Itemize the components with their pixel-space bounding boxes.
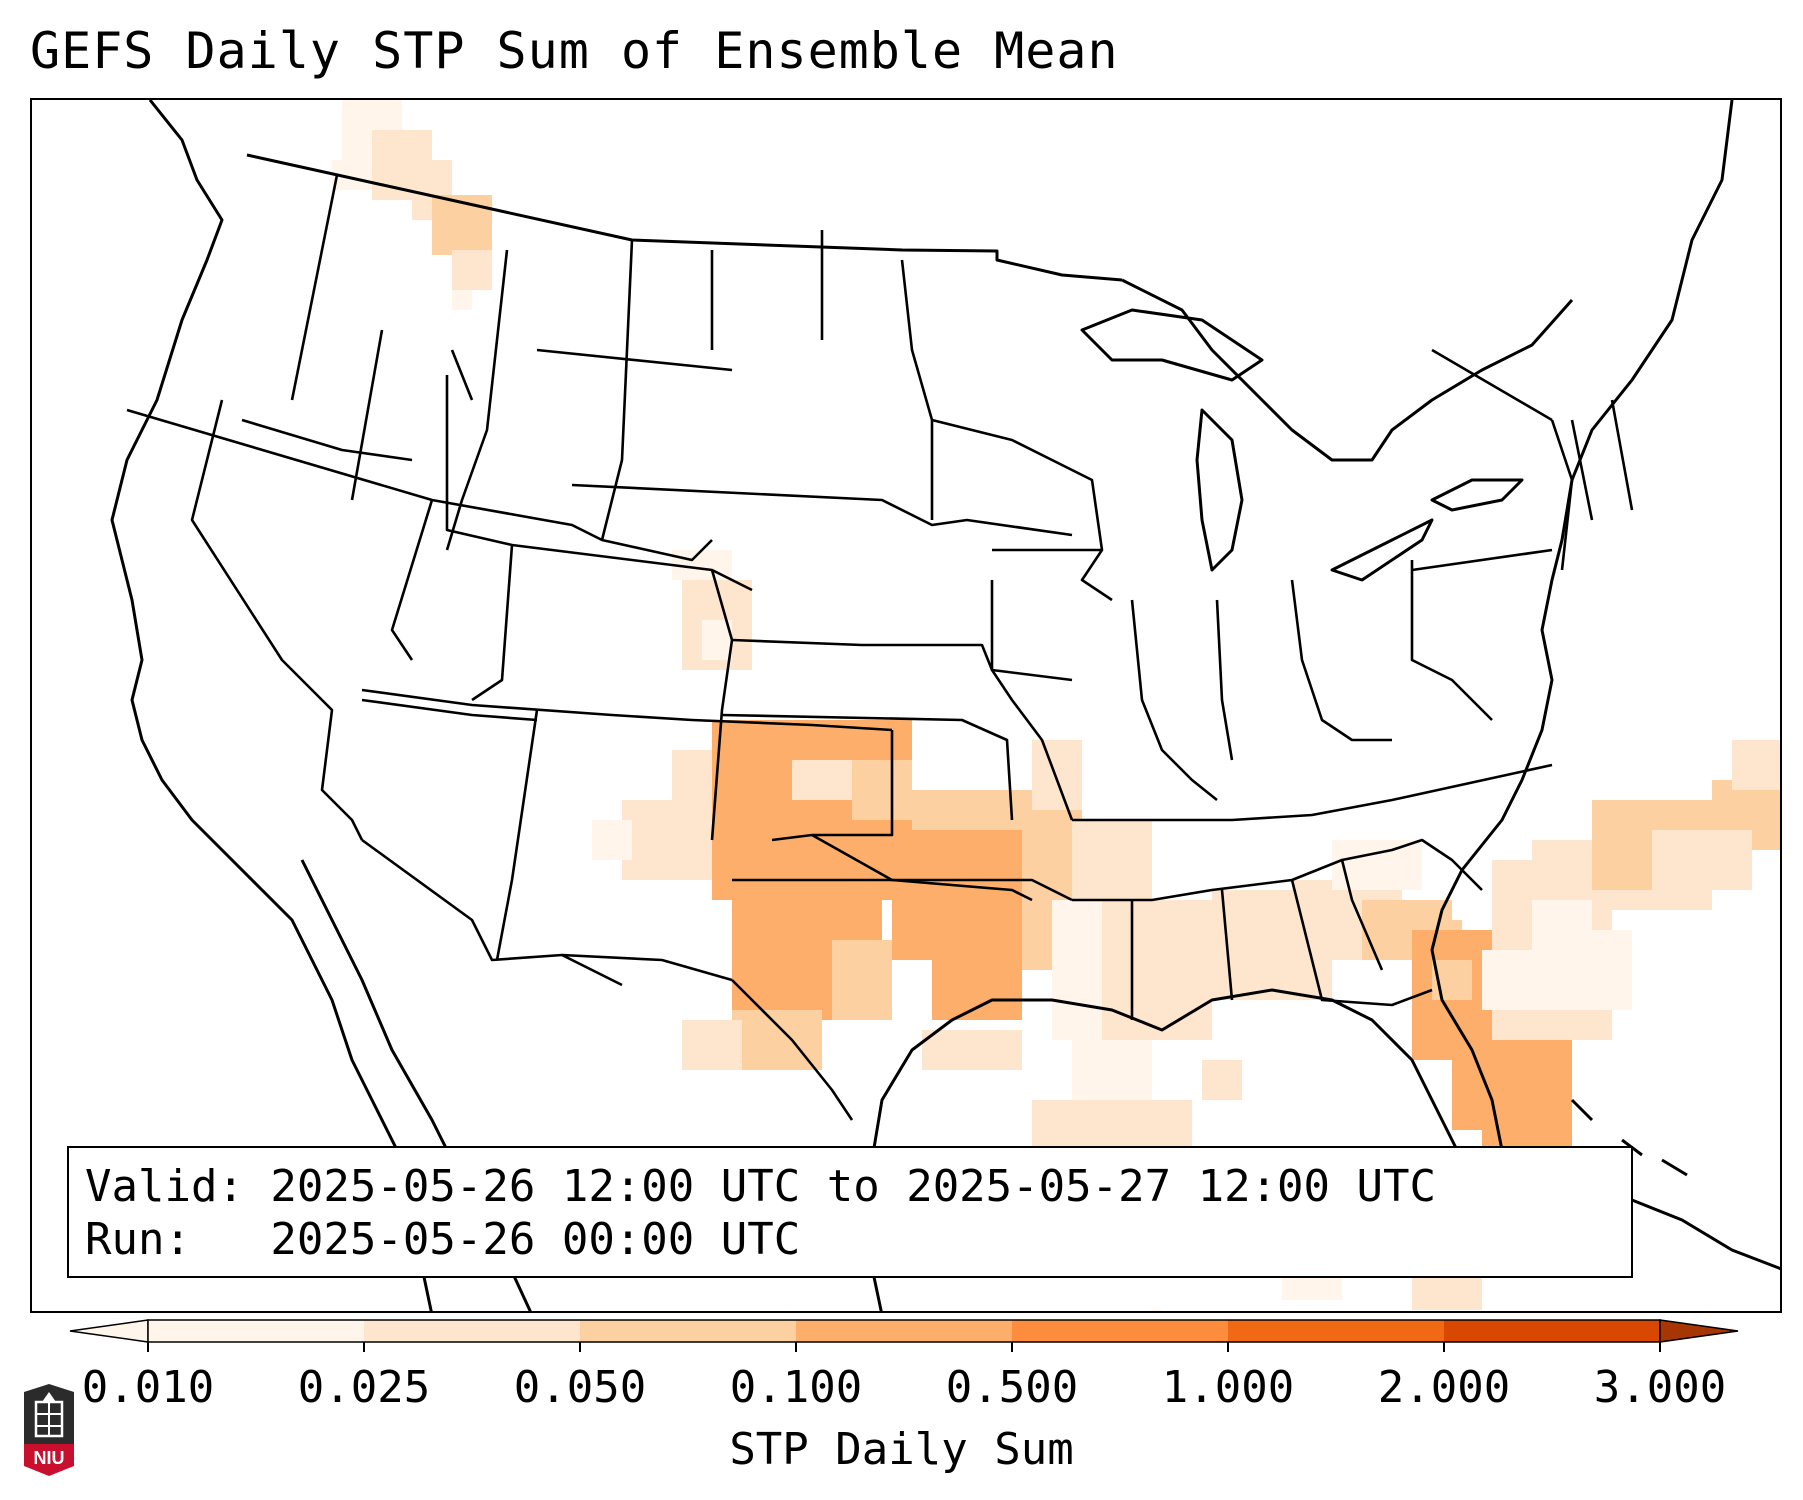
gulf-coastline — [860, 988, 1474, 1311]
stp-cell — [432, 195, 492, 255]
lake-erie — [1330, 518, 1434, 582]
colorbar-tick-label: 0.050 — [513, 1362, 647, 1413]
colorbar-ticks — [147, 1342, 1661, 1352]
colorbar-tick-label: 3.000 — [1593, 1362, 1727, 1413]
svg-text:NIU: NIU — [34, 1448, 65, 1468]
colorbar-tick-label: 0.010 — [81, 1362, 215, 1413]
lake-michigan — [1195, 408, 1244, 572]
colorbar — [69, 1319, 1739, 1352]
colorbar-swatch — [148, 1320, 364, 1342]
colorbar-swatch — [796, 1320, 1012, 1342]
stp-cell — [1532, 900, 1592, 960]
colorbar-extend-low — [69, 1319, 149, 1343]
map-title: GEFS Daily STP Sum of Ensemble Mean — [30, 22, 1119, 80]
colorbar-label: STP Daily Sum — [729, 1424, 1074, 1475]
niu-logo: NIU — [24, 1384, 74, 1476]
stp-cell — [1512, 1060, 1572, 1150]
stp-cell — [452, 290, 472, 310]
atlantic-coastline — [1430, 100, 1734, 1182]
stp-cell — [592, 820, 632, 860]
colorbar-swatch — [1228, 1320, 1444, 1342]
stp-cell — [792, 760, 852, 800]
state-borders — [126, 174, 1634, 1121]
stp-cell — [852, 760, 912, 820]
stp-cell — [622, 800, 712, 880]
great-lakes-border — [1121, 278, 1574, 462]
colorbar-boxes — [69, 1319, 1739, 1343]
colorbar-swatch — [1012, 1320, 1228, 1342]
stp-cell — [832, 940, 892, 1020]
stp-cell — [912, 790, 1032, 830]
colorbar-extend-high — [1659, 1319, 1739, 1343]
stp-shading — [332, 100, 1780, 1311]
stp-cell — [1652, 830, 1752, 890]
stp-cell — [1072, 1040, 1152, 1100]
colorbar-tick-label: 0.500 — [945, 1362, 1079, 1413]
lake-superior — [1080, 308, 1264, 382]
stp-cell — [1052, 900, 1102, 1040]
run-time-text: Run: 2025-05-26 00:00 UTC — [85, 1214, 801, 1265]
stp-cell — [1152, 1310, 1162, 1311]
colorbar-swatch — [1444, 1320, 1660, 1342]
stp-cell — [1332, 840, 1422, 890]
map-canvas[interactable] — [32, 100, 1782, 1313]
stp-cell — [452, 250, 492, 290]
stp-cell — [1732, 740, 1780, 790]
colorbar-swatch — [364, 1320, 580, 1342]
lake-ontario — [1430, 478, 1524, 512]
colorbar-tick-label: 0.100 — [729, 1362, 863, 1413]
stp-cell — [1032, 740, 1082, 810]
stp-cell — [1202, 1060, 1242, 1100]
stp-cell — [1092, 900, 1212, 1040]
stp-cell — [932, 930, 1022, 1020]
stp-cell — [1072, 820, 1152, 900]
colorbar-tick-label: 1.000 — [1161, 1362, 1295, 1413]
stp-cell — [682, 1020, 742, 1070]
valid-run-box: Valid: 2025-05-26 12:00 UTC to 2025-05-2… — [67, 1146, 1633, 1278]
pacific-coastline — [110, 100, 433, 1311]
stp-cell — [922, 1030, 1022, 1070]
colorbar-tick-label: 2.000 — [1377, 1362, 1511, 1413]
valid-time-text: Valid: 2025-05-26 12:00 UTC to 2025-05-2… — [85, 1161, 1437, 1212]
colorbar-tick-label: 0.025 — [297, 1362, 431, 1413]
map-panel[interactable] — [30, 98, 1782, 1313]
colorbar-swatch — [580, 1320, 796, 1342]
